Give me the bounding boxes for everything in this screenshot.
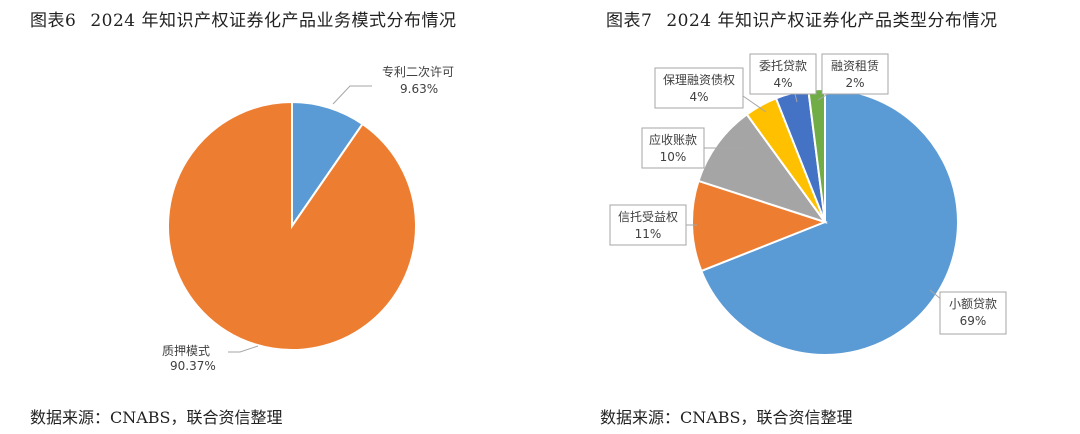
figure-6-title-text: 2024 年知识产权证券化产品业务模式分布情况 bbox=[90, 11, 457, 31]
callout-box-finance-lease bbox=[821, 53, 889, 95]
slice-label-value-accounts-receivable: 10% bbox=[660, 150, 687, 164]
figure-7-title: 图表7 2024 年知识产权证券化产品类型分布情况 bbox=[606, 6, 998, 31]
figure-6-number: 图表6 bbox=[30, 11, 77, 31]
figure-7-source: 数据来源：CNABS，联合资信整理 bbox=[600, 408, 853, 427]
leader-line-entrusted-loan bbox=[794, 93, 798, 103]
figure-7-number: 图表7 bbox=[606, 11, 653, 31]
figure-7-title-text: 2024 年知识产权证券化产品类型分布情况 bbox=[666, 11, 998, 31]
slice-label-name-trust-beneficiary-right: 信托受益权 bbox=[618, 210, 678, 224]
slice-label-value-entrusted-loan: 4% bbox=[773, 76, 792, 90]
leader-line-factoring-debt bbox=[742, 95, 767, 113]
slice-label-value-finance-lease: 2% bbox=[845, 76, 864, 90]
slice-label-name-patent-sublicense: 专利二次许可 bbox=[382, 64, 454, 79]
callout-box-micro-loan bbox=[939, 291, 1007, 335]
leader-line-patent-sublicense bbox=[332, 85, 372, 105]
slice-label-name-accounts-receivable: 应收账款 bbox=[649, 132, 697, 147]
slice-label-value-trust-beneficiary-right: 11% bbox=[635, 227, 662, 241]
slice-label-value-factoring-debt: 4% bbox=[689, 90, 708, 104]
pie-slice-micro-loan bbox=[700, 87, 959, 356]
callout-box-accounts-receivable bbox=[641, 127, 705, 169]
slice-label-value-pledge-mode: 90.37% bbox=[170, 359, 216, 373]
slice-label-value-micro-loan: 69% bbox=[960, 314, 987, 328]
slice-label-name-micro-loan: 小额贷款 bbox=[949, 297, 997, 311]
slice-label-name-entrusted-loan: 委托贷款 bbox=[759, 59, 807, 73]
pie-chart-product-type: 小额贷款 69% 信托受益权 11% 应收账款 10% 保理融资债权 4% 委托贷款 4% 融资租赁… bbox=[609, 53, 1007, 356]
slice-label-name-factoring-debt: 保理融资债权 bbox=[663, 73, 735, 87]
pie-slice-pledge-mode bbox=[167, 100, 418, 351]
leader-line-finance-lease bbox=[817, 93, 829, 101]
pie-slice-trust-beneficiary-right bbox=[691, 179, 828, 273]
callout-box-entrusted-loan bbox=[749, 53, 817, 95]
pie-slice-accounts-receivable bbox=[697, 113, 828, 224]
slice-label-name-pledge-mode: 质押模式 bbox=[162, 344, 210, 358]
slice-label-value-patent-sublicense: 9.63% bbox=[400, 82, 438, 96]
figure-6-source: 数据来源：CNABS，联合资信整理 bbox=[30, 408, 283, 427]
slice-label-name-finance-lease: 融资租赁 bbox=[831, 59, 879, 73]
pie-slice-patent-sublicense bbox=[291, 100, 364, 230]
figure-6-title: 图表6 2024 年知识产权证券化产品业务模式分布情况 bbox=[30, 6, 457, 31]
leader-line-pledge-mode bbox=[228, 345, 259, 353]
callout-box-factoring-debt bbox=[654, 67, 744, 109]
callout-box-trust-beneficiary-right bbox=[609, 204, 687, 246]
